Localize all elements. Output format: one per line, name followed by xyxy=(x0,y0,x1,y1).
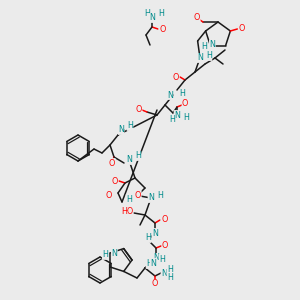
Text: N: N xyxy=(197,53,203,62)
Text: H: H xyxy=(126,194,132,203)
Text: N: N xyxy=(126,155,132,164)
Text: N: N xyxy=(174,110,180,119)
Text: O: O xyxy=(159,26,165,34)
Text: N: N xyxy=(161,268,167,278)
Text: O: O xyxy=(109,158,115,167)
Text: H: H xyxy=(159,254,165,263)
Text: O: O xyxy=(162,242,168,250)
Text: H: H xyxy=(202,42,207,51)
Text: N: N xyxy=(153,254,159,262)
Text: H: H xyxy=(206,52,212,61)
Text: O: O xyxy=(135,190,141,200)
Text: O: O xyxy=(112,176,118,185)
Text: H: H xyxy=(169,116,175,124)
Text: N: N xyxy=(150,259,156,268)
Text: O: O xyxy=(152,280,158,289)
Text: N: N xyxy=(209,40,215,49)
Text: O: O xyxy=(161,215,167,224)
Text: H: H xyxy=(145,233,151,242)
Text: H: H xyxy=(135,152,141,160)
Text: H: H xyxy=(179,89,185,98)
Text: H: H xyxy=(102,250,108,260)
Text: H: H xyxy=(146,260,152,268)
Text: O: O xyxy=(136,104,142,113)
Text: O: O xyxy=(172,73,179,82)
Text: H: H xyxy=(127,122,133,130)
Text: O: O xyxy=(106,191,112,200)
Text: O: O xyxy=(238,25,245,34)
Text: N: N xyxy=(148,194,154,202)
Text: H: H xyxy=(158,8,164,17)
Text: H: H xyxy=(167,265,173,274)
Text: H: H xyxy=(183,112,189,122)
Text: N: N xyxy=(118,125,124,134)
Text: N: N xyxy=(111,249,117,258)
Text: HO: HO xyxy=(121,208,133,217)
Text: H: H xyxy=(167,274,173,283)
Text: N: N xyxy=(149,14,155,22)
Text: N: N xyxy=(152,229,158,238)
Text: H: H xyxy=(144,8,150,17)
Text: O: O xyxy=(194,13,200,22)
Text: H: H xyxy=(157,190,163,200)
Text: N: N xyxy=(167,91,173,100)
Text: O: O xyxy=(182,100,188,109)
